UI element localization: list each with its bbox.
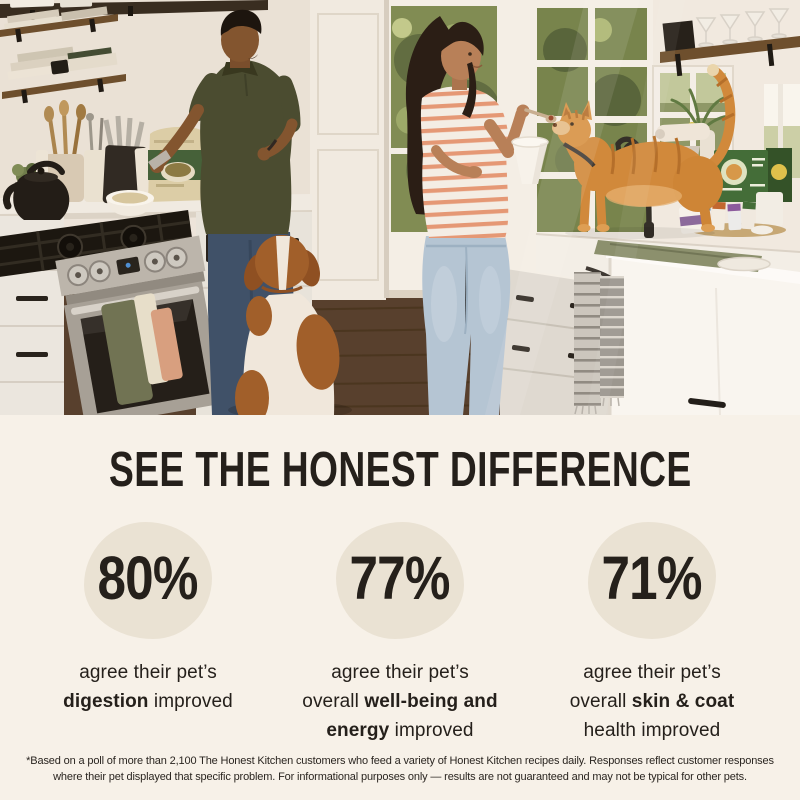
mixing-bowl [106, 190, 154, 216]
caption-line: overall skin & coat [569, 691, 735, 712]
pantry-cabinet [310, 0, 389, 300]
stat-value: 77% [349, 544, 451, 612]
product-boxes [714, 148, 792, 226]
book-shelves [0, 6, 126, 104]
caption-line: overall well-being and [302, 691, 498, 712]
gas-range [0, 160, 224, 415]
caption-line: agree their pet’s [583, 662, 721, 683]
pedestal-cup [511, 136, 549, 184]
caption-line: agree their pet’s [79, 662, 217, 683]
stat-digestion: 80% agree their pet’s digestion improved [22, 522, 274, 745]
feeding-spoon [524, 108, 557, 123]
stat-caption: agree their pet’s overall well-being and… [302, 658, 497, 745]
counter-towel [594, 240, 771, 272]
oven-door [63, 281, 224, 415]
stat-circle: 80% [84, 522, 212, 639]
caption-line: health improved [583, 720, 721, 741]
stat-value: 71% [601, 544, 703, 612]
stat-value: 80% [97, 544, 199, 612]
cat-figure [552, 64, 736, 239]
lifestyle-photo [0, 0, 800, 415]
knife-block [102, 115, 148, 205]
stat-wellbeing-energy: 77% agree their pet’s overall well-being… [274, 522, 526, 745]
kitchen-scene-illustration [0, 0, 800, 415]
disclaimer-line-1: *Based on a poll of more than 2,100 The … [26, 755, 774, 767]
glassware-shelf [660, 8, 800, 77]
stat-circle: 71% [588, 522, 716, 639]
stat-skin-coat: 71% agree their pet’s overall skin & coa… [526, 522, 778, 745]
hanging-towels [574, 266, 624, 415]
kettle [2, 160, 70, 220]
stat-caption: agree their pet’s overall skin & coat he… [570, 658, 735, 745]
dog-figure [228, 235, 352, 415]
caption-line: digestion improved [63, 691, 233, 712]
stat-caption: agree their pet’s digestion improved [63, 658, 233, 716]
caption-line: energy improved [326, 720, 474, 741]
disclaimer: *Based on a poll of more than 2,100 The … [2, 754, 798, 800]
stats-row: 80% agree their pet’s digestion improved… [22, 522, 778, 745]
section-heading: SEE THE HONEST DIFFERENCE [108, 443, 692, 497]
pet-food-bag [134, 126, 208, 202]
caption-line: agree their pet’s [331, 662, 469, 683]
disclaimer-line-2: where their pet displayed that specific … [53, 770, 747, 783]
stats-section: SEE THE HONEST DIFFERENCE 80% agree thei… [0, 415, 800, 800]
woman-figure [405, 16, 549, 415]
sunlight-overlay [0, 0, 800, 415]
stat-circle: 77% [336, 522, 464, 639]
